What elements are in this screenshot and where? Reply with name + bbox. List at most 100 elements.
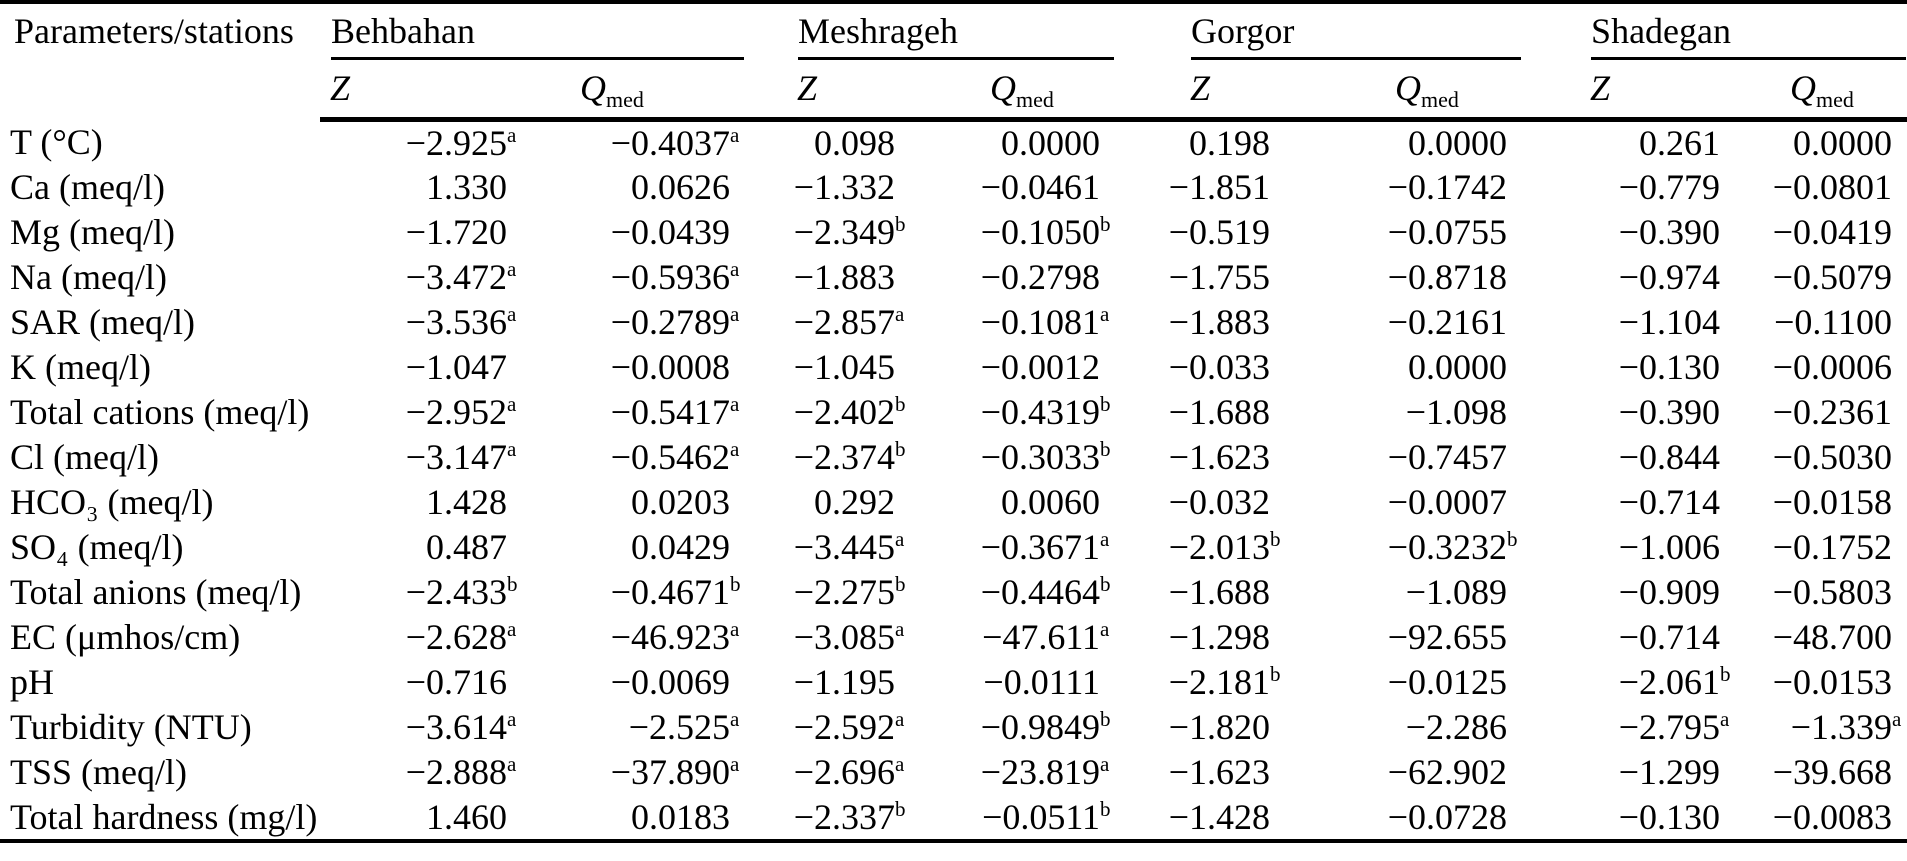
significance-superscript: a	[730, 392, 740, 416]
statistic-value: −2.349	[793, 212, 896, 252]
significance-superscript: a	[507, 302, 517, 326]
statistic-value: −0.390	[1618, 392, 1721, 432]
value-cell-shadegan-qmed: −0.1752	[1735, 525, 1907, 570]
station-header-shadegan: Shadegan	[1522, 2, 1907, 61]
statistic-value: 1.460	[426, 796, 507, 837]
value-cell-behbahan-z: −3.536a	[320, 300, 522, 345]
value-cell-behbahan-qmed: −0.5417a	[522, 390, 745, 435]
value-cell-shadegan-z: −1.299	[1522, 750, 1735, 795]
qmed-column-header: Qmed	[910, 61, 1116, 122]
statistic-value: −1.299	[1618, 752, 1721, 792]
statistic-value: −3.472	[405, 257, 507, 297]
statistic-value: −1.688	[1168, 572, 1271, 612]
value-cell-shadegan-qmed: −0.1100	[1735, 300, 1907, 345]
table-row: SO₄ (meq/l) 0.487 0.0429 −3.445a −0.3671a −2.…	[0, 525, 1907, 570]
value-cell-shadegan-z: −0.130	[1522, 345, 1735, 390]
value-cell-shadegan-z: 0.261	[1522, 120, 1735, 165]
value-cell-shadegan-qmed: −0.0158	[1735, 480, 1907, 525]
statistic-value: −0.1050	[980, 212, 1101, 252]
statistic-value: −0.5936	[610, 257, 731, 297]
significance-superscript: a	[730, 123, 740, 148]
value-cell-meshrageh-z: −2.349b	[745, 210, 910, 255]
value-cell-behbahan-qmed: −0.0439	[522, 210, 745, 255]
value-cell-shadegan-z: −0.779	[1522, 165, 1735, 210]
statistic-value: 0.0000	[1408, 123, 1508, 164]
table-row: Mg (meq/l) −1.720 −0.0439 −2.349b −0.1050b −0…	[0, 210, 1907, 255]
value-cell-shadegan-qmed: −39.668	[1735, 750, 1907, 795]
table-row: SAR (meq/l) −3.536a −0.2789a −2.857a −0.1081…	[0, 300, 1907, 345]
significance-superscript: b	[1100, 572, 1111, 596]
significance-superscript: a	[507, 123, 517, 148]
value-cell-behbahan-qmed: −0.4671b	[522, 570, 745, 615]
significance-superscript: a	[895, 302, 905, 326]
parameter-label: T (°C)	[10, 122, 103, 162]
statistic-value: −2.275	[793, 572, 896, 612]
value-cell-behbahan-qmed: −0.2789a	[522, 300, 745, 345]
value-cell-shadegan-z: −0.130	[1522, 795, 1735, 841]
value-cell-gorgor-qmed: −0.1742	[1285, 165, 1522, 210]
statistic-value: −0.1100	[1774, 302, 1893, 342]
statistic-value: −0.714	[1618, 617, 1721, 657]
significance-superscript: b	[895, 437, 906, 461]
value-cell-meshrageh-qmed: −0.3671a	[910, 525, 1115, 570]
statistic-value: −1.720	[405, 212, 507, 252]
statistic-value: −1.339	[1790, 707, 1893, 747]
value-cell-shadegan-z: −0.714	[1522, 480, 1735, 525]
significance-superscript: a	[895, 707, 905, 731]
value-cell-gorgor-z: −0.519	[1115, 210, 1285, 255]
statistic-value: −23.819	[980, 752, 1101, 792]
station-name: Shadegan	[1591, 11, 1732, 51]
value-cell-shadegan-z: −0.714	[1522, 615, 1735, 660]
statistic-value: −2.696	[793, 752, 896, 792]
statistic-value: −2.433	[405, 572, 507, 612]
significance-superscript: b	[730, 572, 741, 596]
stations-parameters-table: Parameters/stations Behbahan Meshrageh G…	[0, 0, 1907, 843]
statistic-value: 0.487	[426, 527, 507, 567]
table-row: Na (meq/l) −3.472a −0.5936a −1.883 −0.2798 −1…	[0, 255, 1907, 300]
station-header-gorgor: Gorgor	[1115, 2, 1522, 61]
statistic-value: −1.623	[1168, 437, 1271, 477]
station-name: Gorgor	[1191, 11, 1295, 51]
value-cell-behbahan-z: −2.888a	[320, 750, 522, 795]
statistic-value: −0.3232	[1387, 527, 1508, 567]
statistic-value: −0.2789	[610, 302, 731, 342]
value-cell-gorgor-qmed: 0.0000	[1285, 120, 1522, 165]
parameter-label: Ca (meq/l)	[10, 167, 165, 207]
parameter-label: EC (μmhos/cm)	[10, 617, 241, 657]
value-cell-behbahan-z: 0.487	[320, 525, 522, 570]
value-cell-meshrageh-qmed: −0.0012	[910, 345, 1115, 390]
statistic-value: −2.181	[1168, 662, 1271, 702]
value-cell-meshrageh-z: −2.275b	[745, 570, 910, 615]
parameter-label: Total anions (meq/l)	[10, 572, 302, 612]
value-cell-gorgor-qmed: −1.098	[1285, 390, 1522, 435]
value-cell-shadegan-qmed: −1.339a	[1735, 705, 1907, 750]
table-row: Ca (meq/l) 1.330 0.0626 −1.332 −0.0461 −1.851…	[0, 165, 1907, 210]
z-column-header: Z	[1115, 61, 1286, 122]
statistic-value: −2.525	[628, 707, 731, 747]
significance-superscript: a	[507, 437, 517, 461]
significance-superscript: a	[730, 437, 740, 461]
parameter-label: Mg (meq/l)	[10, 212, 175, 252]
statistic-value: 0.0429	[631, 527, 731, 567]
statistic-value: −2.628	[405, 617, 507, 657]
value-cell-gorgor-z: −1.428	[1115, 795, 1285, 841]
value-cell-gorgor-qmed: −0.7457	[1285, 435, 1522, 480]
station-header-behbahan: Behbahan	[320, 2, 745, 61]
significance-superscript: a	[730, 302, 740, 326]
statistic-value: −0.2161	[1387, 302, 1508, 342]
value-cell-shadegan-qmed: −0.0801	[1735, 165, 1907, 210]
parameter-label: pH	[10, 662, 54, 702]
statistic-value: 0.0626	[631, 167, 731, 207]
value-cell-behbahan-z: −2.952a	[320, 390, 522, 435]
significance-superscript: b	[1100, 437, 1111, 461]
statistic-value: −0.130	[1618, 796, 1721, 837]
statistic-value: −1.298	[1168, 617, 1271, 657]
statistic-value: −0.0511	[982, 796, 1101, 837]
value-cell-shadegan-qmed: −0.2361	[1735, 390, 1907, 435]
table-row: EC (μmhos/cm) −2.628a −46.923a −3.085a −47.6…	[0, 615, 1907, 660]
statistic-value: −47.611	[982, 617, 1101, 657]
value-cell-meshrageh-z: −1.195	[745, 660, 910, 705]
value-cell-meshrageh-z: −1.045	[745, 345, 910, 390]
parameter-label: HCO₃ (meq/l)	[10, 482, 214, 522]
significance-superscript: a	[730, 257, 740, 281]
